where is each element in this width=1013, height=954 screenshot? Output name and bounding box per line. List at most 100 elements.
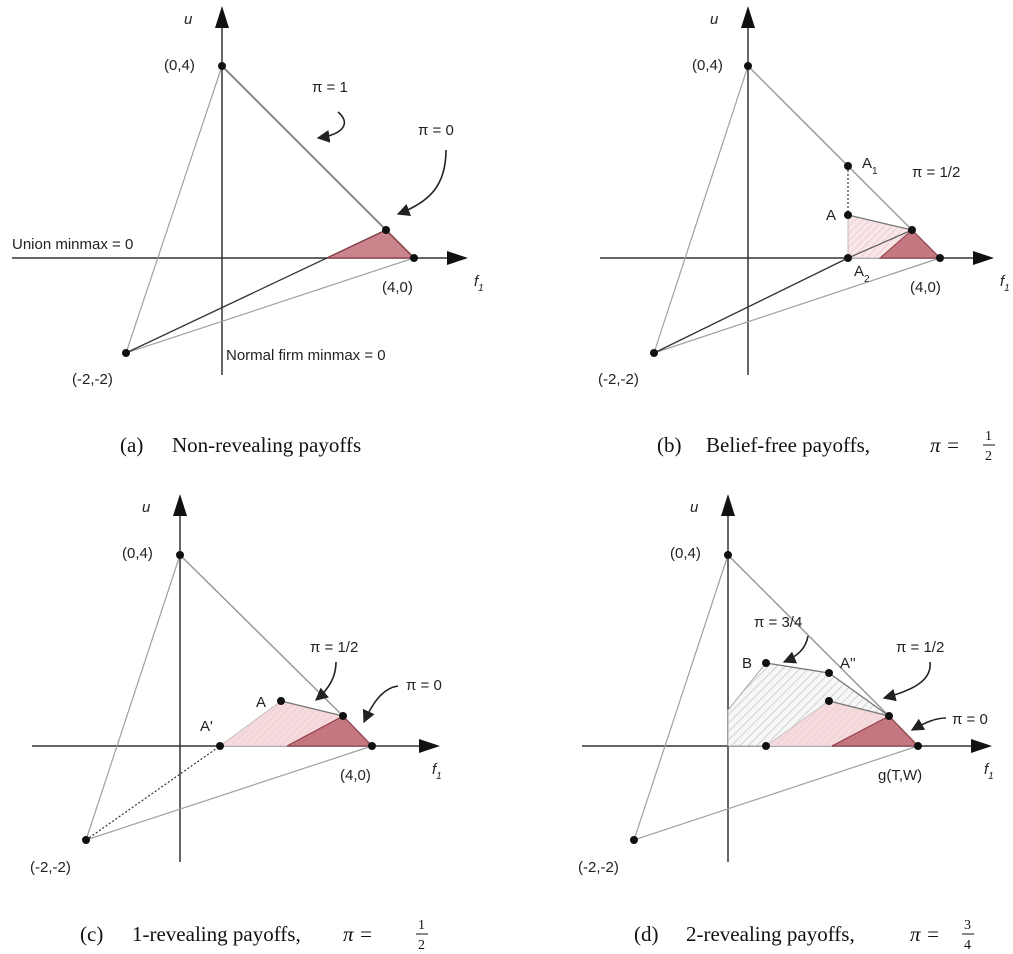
u-axis-arrow-icon (741, 6, 755, 28)
point-40 (936, 254, 944, 262)
caption-d-frac-den: 4 (964, 938, 971, 953)
point-kink (885, 712, 893, 720)
point-gTW (914, 742, 922, 750)
label-04: (0,4) (692, 57, 723, 74)
caption-b-text: Belief-free payoffs, (706, 433, 870, 457)
u-axis-label: u (710, 11, 719, 28)
u-axis-label: u (184, 11, 193, 28)
arrow-pi-34 (782, 635, 809, 664)
u-axis-arrow-icon (721, 494, 735, 516)
u-axis-label: u (142, 499, 151, 516)
point-40 (410, 254, 418, 262)
label-pi-half: π = 1/2 (912, 164, 960, 181)
panel-d: u f1 (0,4) g(T,W) (-2,-2) B A'' π = 3/4 … (578, 494, 994, 876)
edge-04-m2m2 (633, 554, 729, 841)
caption-a-tag: (a) (120, 433, 143, 457)
frontier-upper (179, 554, 344, 717)
panel-a: u f1 (0,4) (4,0) (-2,-2) π = 1 π = 0 Uni… (12, 6, 484, 388)
u-axis-arrow-icon (215, 6, 229, 28)
point-m2m2 (630, 836, 638, 844)
region-pi0 (878, 229, 942, 259)
line-A-to-kink (847, 214, 913, 231)
edge-m2m2-40 (85, 745, 373, 841)
label-B: B (742, 655, 752, 672)
label-pi0: π = 0 (406, 677, 442, 694)
dotted-m2m2-to-Aprime (85, 745, 221, 841)
point-40 (368, 742, 376, 750)
f-axis-arrow-icon (447, 251, 468, 265)
panel-b: u f1 (0,4) (4,0) (-2,-2) A A1 A2 π = 1/2 (598, 6, 1010, 388)
arrow-pi1 (316, 111, 346, 143)
point-A2 (844, 254, 852, 262)
point-04 (218, 62, 226, 70)
point-kink (908, 226, 916, 234)
arrow-pi-half (882, 661, 931, 702)
label-union-minmax: Union minmax = 0 (12, 236, 133, 253)
caption-b-frac-den: 2 (985, 449, 992, 464)
point-base (762, 742, 770, 750)
edge-04-m2m2 (653, 65, 749, 354)
f-axis-arrow-icon (419, 739, 440, 753)
label-firm-minmax: Normal firm minmax = 0 (226, 347, 386, 364)
label-pi1: π = 1 (312, 79, 348, 96)
label-pi0: π = 0 (952, 711, 988, 728)
caption-d-tag: (d) (634, 922, 659, 946)
label-04: (0,4) (122, 545, 153, 562)
caption-a-text: Non-revealing payoffs (172, 433, 361, 457)
label-Aprime: A' (200, 718, 213, 735)
point-kink (339, 712, 347, 720)
label-A: A (256, 694, 266, 711)
caption-d-frac-num: 3 (964, 918, 971, 933)
label-40: (4,0) (340, 767, 371, 784)
point-A (844, 211, 852, 219)
line-A-kink (280, 700, 344, 717)
caption-b: (b) Belief-free payoffs, π = 1 2 (657, 429, 995, 464)
point-04 (744, 62, 752, 70)
line-mid-kink (828, 700, 890, 717)
region-pi0 (286, 715, 374, 747)
f-axis-label: f1 (1000, 273, 1010, 294)
caption-b-tag: (b) (657, 433, 682, 457)
point-kink (382, 226, 390, 234)
u-axis-label: u (690, 499, 699, 516)
point-Aprime (216, 742, 224, 750)
caption-c-frac-num: 1 (418, 918, 425, 933)
f-axis-label: f1 (474, 273, 484, 294)
caption-c-pi: π = (343, 922, 373, 946)
label-pi0: π = 0 (418, 122, 454, 139)
label-m2m2: (-2,-2) (578, 859, 619, 876)
label-m2m2: (-2,-2) (598, 371, 639, 388)
label-m2m2: (-2,-2) (72, 371, 113, 388)
arrow-pi-half (315, 661, 337, 701)
f-axis-label: f1 (432, 761, 442, 782)
label-A2: A2 (854, 263, 870, 285)
caption-d: (d) 2-revealing payoffs, π = 3 4 (634, 918, 974, 953)
u-axis-arrow-icon (173, 494, 187, 516)
arrow-pi0 (396, 149, 447, 216)
caption-d-pi: π = (910, 922, 940, 946)
point-A (277, 697, 285, 705)
label-40: (4,0) (910, 279, 941, 296)
caption-c-text: 1-revealing payoffs, (132, 922, 301, 946)
arrow-pi0 (362, 685, 399, 724)
region-pi0 (831, 715, 920, 747)
label-Adp: A'' (840, 655, 856, 672)
caption-b-pi: π = (930, 433, 960, 457)
point-04 (176, 551, 184, 559)
panel-c: u f1 (0,4) (4,0) (-2,-2) A A' π = 1/2 π … (30, 494, 442, 876)
edge-m2m2-40 (125, 257, 415, 354)
label-04: (0,4) (164, 57, 195, 74)
edge-04-m2m2 (125, 65, 223, 354)
caption-c: (c) 1-revealing payoffs, π = 1 2 (80, 918, 428, 953)
point-m2m2 (82, 836, 90, 844)
point-B (762, 659, 770, 667)
label-A: A (826, 207, 836, 224)
point-m2m2 (650, 349, 658, 357)
region-pi0 (326, 229, 416, 259)
frontier-upper (747, 65, 913, 231)
point-m2m2 (122, 349, 130, 357)
point-Adp (825, 669, 833, 677)
point-mid (825, 697, 833, 705)
label-pi-half: π = 1/2 (310, 639, 358, 656)
